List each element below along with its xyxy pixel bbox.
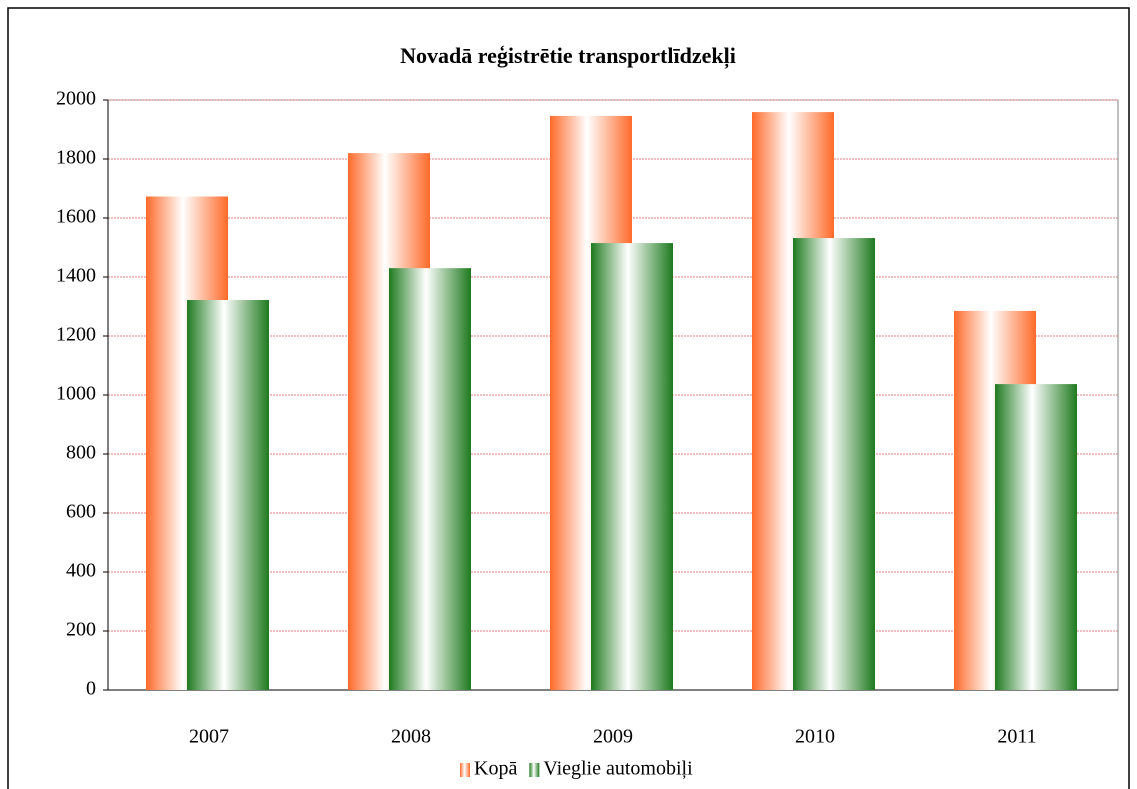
y-tick-label: 0 — [86, 678, 96, 700]
legend-swatch — [460, 763, 470, 777]
chart-title: Novadā reģistrētie transportlīdzekļi — [400, 43, 736, 69]
y-tick-label: 2000 — [56, 88, 96, 110]
x-tick-label: 2007 — [189, 726, 229, 748]
y-tick-label: 1400 — [56, 265, 96, 287]
y-tick-label: 1000 — [56, 383, 96, 405]
y-tick-label: 400 — [66, 560, 96, 582]
legend-label: Vieglie automobiļi — [543, 758, 693, 780]
x-tick-label: 2010 — [795, 726, 835, 748]
bar — [591, 243, 673, 690]
y-tick-label: 1800 — [56, 147, 96, 169]
bar — [187, 300, 269, 690]
y-tick-label: 600 — [66, 501, 96, 523]
y-tick-label: 800 — [66, 442, 96, 464]
y-tick-label: 1200 — [56, 324, 96, 346]
bar — [793, 238, 875, 690]
legend-swatch — [529, 763, 540, 777]
bar — [995, 384, 1077, 690]
x-tick-label: 2008 — [391, 726, 431, 748]
legend-label: Kopā — [474, 758, 517, 780]
x-tick-label: 2009 — [593, 726, 633, 748]
y-tick-label: 1600 — [56, 206, 96, 228]
bar — [389, 268, 471, 690]
y-tick-label: 200 — [66, 619, 96, 641]
x-tick-label: 2011 — [997, 726, 1036, 748]
